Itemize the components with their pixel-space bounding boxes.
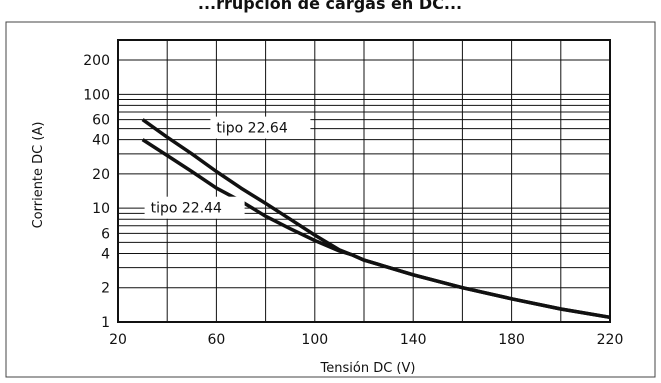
y-tick-label: 4 [101, 246, 110, 262]
series-labels: tipo 22.64 tipo 22.44 [144, 116, 311, 219]
x-axis-label: Tensión DC (V) [320, 361, 416, 376]
series-label: tipo 22.44 [151, 201, 222, 217]
series-label: tipo 22.64 [216, 121, 287, 137]
y-tick-label: 60 [92, 113, 110, 129]
y-tick-label: 6 [101, 226, 110, 242]
grid [118, 40, 610, 322]
series-label-background [144, 196, 245, 219]
y-tick-label: 40 [92, 133, 110, 149]
chart-title: ...rrupción de cargas en DC... [198, 0, 462, 13]
series-line [141, 138, 611, 320]
x-tick-label: 140 [400, 332, 427, 348]
plot-area-border [117, 39, 611, 323]
y-axis-label: Corriente DC (A) [31, 122, 46, 229]
x-tick-label: 60 [207, 332, 225, 348]
y-tick-label: 10 [92, 201, 110, 217]
series-group [141, 118, 611, 320]
x-tick-label: 180 [498, 332, 525, 348]
y-tick-label: 2 [101, 281, 110, 297]
y-tick-label: 200 [83, 53, 110, 69]
x-tick-label: 220 [597, 332, 624, 348]
chart-frame [5, 21, 656, 378]
y-tick-label: 1 [101, 315, 110, 331]
x-tick-label: 100 [301, 332, 328, 348]
y-tick-label: 20 [92, 167, 110, 183]
x-tick-label: 20 [109, 332, 127, 348]
y-tick-label: 100 [83, 87, 110, 103]
series-label-background [210, 116, 311, 139]
tick-labels: 20 60 100 140 180 220 1 2 4 6 10 20 40 60 100 200 [83, 53, 623, 348]
